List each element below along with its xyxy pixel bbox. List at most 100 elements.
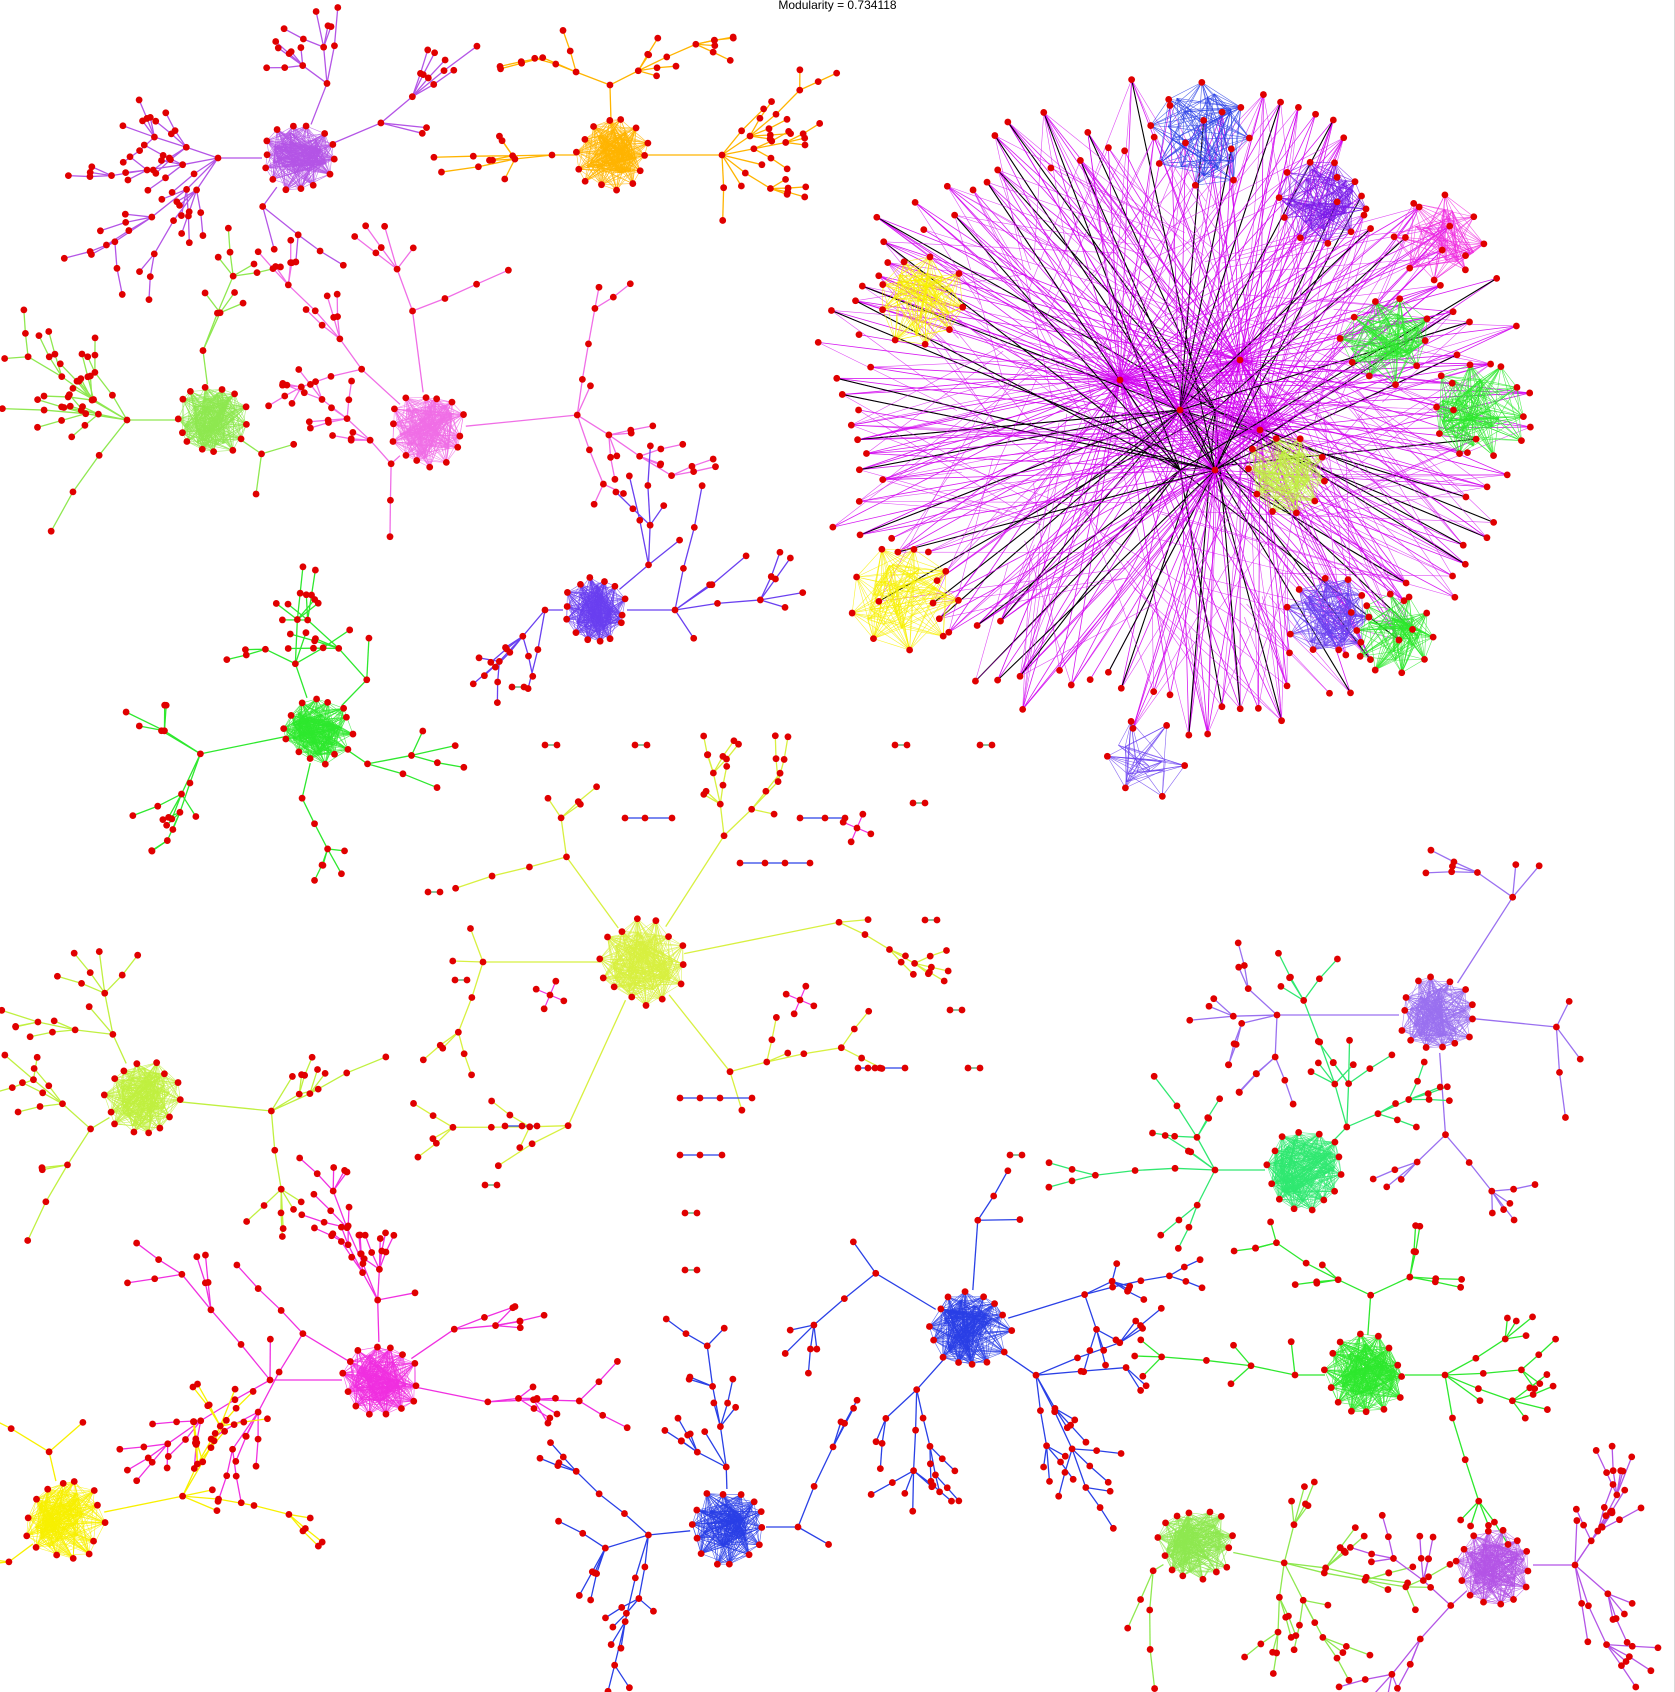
- edge: [1059, 469, 1216, 671]
- edge: [1305, 178, 1346, 214]
- edge: [171, 173, 195, 193]
- edge: [1307, 596, 1351, 625]
- edge: [1445, 398, 1458, 431]
- edge: [882, 379, 1121, 481]
- edge: [997, 398, 1113, 681]
- edge: [1516, 387, 1524, 417]
- edge: [1306, 204, 1334, 222]
- edge: [1342, 522, 1453, 577]
- edge: [1363, 324, 1403, 329]
- edge: [1323, 162, 1335, 230]
- edge: [1306, 204, 1325, 230]
- edge: [1000, 544, 1035, 622]
- edge: [1333, 206, 1420, 416]
- edge: [1278, 172, 1288, 198]
- edge: [1351, 318, 1388, 350]
- edge: [1261, 479, 1309, 491]
- edge: [1146, 442, 1453, 577]
- edge: [1439, 433, 1460, 454]
- edge: [1162, 765, 1185, 797]
- edge: [1280, 450, 1285, 465]
- edge: [1089, 469, 1216, 680]
- edge: [976, 469, 1181, 626]
- edge: [1366, 605, 1391, 609]
- edge: [1296, 452, 1300, 492]
- edge: [994, 135, 1241, 361]
- edge: [1207, 469, 1216, 735]
- edge: [1319, 203, 1334, 222]
- edge: [1276, 573, 1453, 577]
- edge: [1276, 489, 1289, 495]
- edge: [1132, 359, 1241, 729]
- edge: [187, 215, 190, 243]
- edge: [1212, 94, 1264, 209]
- edge: [1445, 429, 1474, 447]
- edge: [1297, 479, 1309, 486]
- edge: [932, 378, 1038, 604]
- edge: [1258, 463, 1281, 472]
- edge: [1157, 249, 1443, 388]
- edge: [1308, 602, 1340, 642]
- edge: [932, 577, 1129, 604]
- edge: [870, 366, 1261, 431]
- edge: [923, 229, 1261, 431]
- edge: [1304, 221, 1325, 230]
- edge: [1334, 162, 1346, 213]
- edge: [1279, 197, 1332, 215]
- edge: [1462, 379, 1481, 431]
- edge: [1330, 171, 1353, 191]
- edge: [928, 413, 1199, 553]
- edge: [947, 185, 1067, 253]
- edge: [1043, 112, 1181, 471]
- edge: [1234, 293, 1454, 312]
- edge: [1252, 438, 1277, 450]
- edge: [1238, 408, 1282, 721]
- edge: [887, 262, 1171, 362]
- edge: [1119, 379, 1407, 584]
- edge: [1450, 420, 1457, 439]
- edge: [1261, 452, 1300, 491]
- edge: [1252, 448, 1323, 458]
- edge: [1316, 249, 1443, 288]
- edge: [851, 424, 1177, 437]
- edge: [842, 394, 1049, 512]
- edge: [1080, 160, 1205, 256]
- edge: [1312, 162, 1335, 170]
- edge: [947, 185, 1152, 259]
- edge: [1375, 659, 1396, 671]
- edge: [1450, 390, 1469, 422]
- edge: [1114, 442, 1190, 736]
- edge: [1126, 560, 1282, 721]
- edge: [887, 262, 1019, 282]
- edge: [1385, 318, 1389, 360]
- edge: [1310, 641, 1337, 647]
- edge: [1324, 599, 1351, 647]
- edge: [1179, 107, 1299, 411]
- edge: [61, 413, 86, 422]
- edge: [1311, 181, 1356, 230]
- edge: [1310, 583, 1327, 643]
- edge: [1253, 255, 1466, 273]
- edge: [1393, 345, 1399, 355]
- edge: [1399, 298, 1428, 320]
- edge: [1219, 314, 1491, 365]
- edge: [1296, 459, 1311, 492]
- edge: [666, 43, 697, 58]
- edge: [1153, 136, 1229, 248]
- edge: [1262, 325, 1488, 488]
- edge: [1457, 398, 1473, 418]
- edge: [1233, 353, 1488, 538]
- edge: [1388, 324, 1403, 354]
- edge: [876, 217, 978, 290]
- edge: [1395, 612, 1427, 661]
- edge: [1344, 202, 1352, 213]
- edge: [1361, 595, 1363, 618]
- edge: [1462, 426, 1493, 431]
- edge: [1043, 112, 1227, 260]
- edge: [818, 341, 1121, 381]
- edge: [465, 414, 578, 427]
- edge: [1351, 349, 1370, 377]
- edge: [1450, 379, 1481, 422]
- edge: [1300, 237, 1328, 244]
- edge: [1352, 359, 1386, 363]
